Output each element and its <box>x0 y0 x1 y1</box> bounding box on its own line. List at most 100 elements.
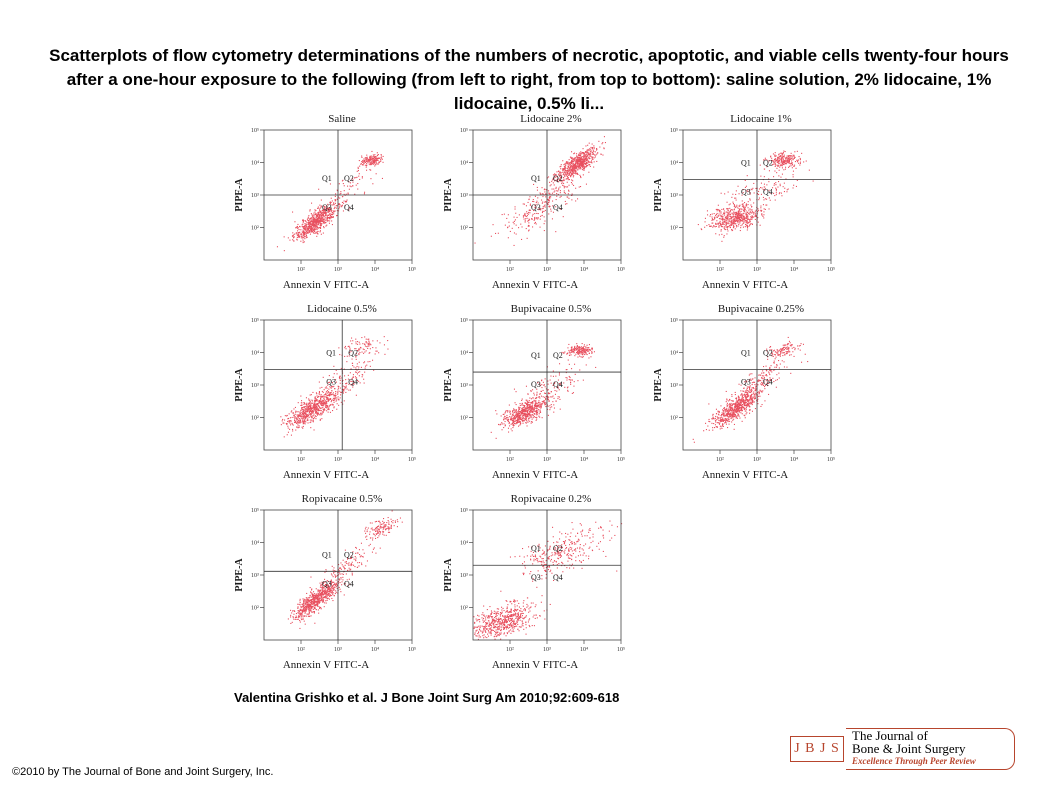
data-point <box>723 413 725 415</box>
data-point <box>313 417 315 419</box>
data-point <box>564 171 566 173</box>
data-point <box>586 350 588 352</box>
data-point <box>331 224 333 226</box>
data-point <box>543 400 545 402</box>
data-point <box>588 357 590 359</box>
data-point <box>495 410 497 412</box>
data-point <box>739 218 741 220</box>
data-point <box>329 381 331 383</box>
data-point <box>713 225 715 227</box>
data-point <box>314 227 316 229</box>
data-point <box>518 417 520 419</box>
data-point <box>798 156 800 158</box>
data-point <box>731 417 733 419</box>
data-point <box>316 224 318 226</box>
data-point <box>302 413 304 415</box>
data-point <box>793 157 795 159</box>
data-point <box>307 232 309 234</box>
data-point <box>533 404 535 406</box>
data-point <box>307 418 309 420</box>
data-point <box>512 420 514 422</box>
data-point <box>578 163 580 165</box>
data-point <box>566 172 568 174</box>
data-point <box>296 238 298 240</box>
data-point <box>751 223 753 225</box>
data-point <box>759 395 761 397</box>
data-point <box>526 212 528 214</box>
data-point <box>319 210 321 212</box>
data-point <box>327 214 329 216</box>
data-point <box>297 417 299 419</box>
data-point <box>574 345 576 347</box>
data-point <box>575 172 577 174</box>
data-point <box>751 389 753 391</box>
data-point <box>568 162 570 164</box>
data-point <box>345 200 347 202</box>
data-point <box>364 371 366 373</box>
data-point <box>593 153 595 155</box>
data-point <box>573 349 575 351</box>
data-point <box>535 416 537 418</box>
data-point <box>533 219 535 221</box>
data-point <box>320 220 322 222</box>
data-point <box>354 376 356 378</box>
data-point <box>753 216 755 218</box>
data-point <box>288 417 290 419</box>
data-point <box>315 220 317 222</box>
data-point <box>749 211 751 213</box>
data-point <box>746 224 748 226</box>
data-point <box>759 389 761 391</box>
data-point <box>308 223 310 225</box>
data-point <box>337 393 339 395</box>
data-point <box>313 405 315 407</box>
data-point <box>577 348 579 350</box>
data-point <box>320 225 322 227</box>
data-point <box>525 409 527 411</box>
data-point <box>740 400 742 402</box>
data-point <box>737 185 739 187</box>
data-point <box>527 403 529 405</box>
data-point <box>542 389 544 391</box>
data-point <box>387 340 389 342</box>
data-point <box>349 348 351 350</box>
data-point <box>510 423 512 425</box>
data-point <box>723 236 725 238</box>
data-point <box>733 218 735 220</box>
data-point <box>581 347 583 349</box>
data-point <box>529 410 531 412</box>
data-point <box>584 351 586 353</box>
data-point <box>563 166 565 168</box>
data-point <box>529 405 531 407</box>
data-point <box>589 349 591 351</box>
data-point <box>301 404 303 406</box>
data-point <box>312 225 314 227</box>
data-point <box>308 416 310 418</box>
y-axis-label: PIPE-A <box>234 178 245 212</box>
data-point <box>569 156 571 158</box>
data-point <box>757 392 759 394</box>
data-point <box>320 212 322 214</box>
data-point <box>357 168 359 170</box>
data-point <box>286 414 288 416</box>
y-tick-label: 10⁵ <box>460 128 468 134</box>
data-point <box>578 347 580 349</box>
data-point <box>304 224 306 226</box>
data-point <box>341 180 343 182</box>
data-point <box>290 434 292 436</box>
data-point <box>782 163 784 165</box>
data-point <box>522 215 524 217</box>
data-point <box>322 391 324 393</box>
data-point <box>584 166 586 168</box>
data-point <box>503 413 505 415</box>
data-point <box>567 177 569 179</box>
data-point <box>583 160 585 162</box>
data-point <box>313 218 315 220</box>
data-point <box>295 418 297 420</box>
data-point <box>336 198 338 200</box>
data-point <box>523 203 525 205</box>
data-point <box>521 408 523 410</box>
data-point <box>744 402 746 404</box>
data-point <box>307 406 309 408</box>
data-point <box>529 404 531 406</box>
data-point <box>721 222 723 224</box>
